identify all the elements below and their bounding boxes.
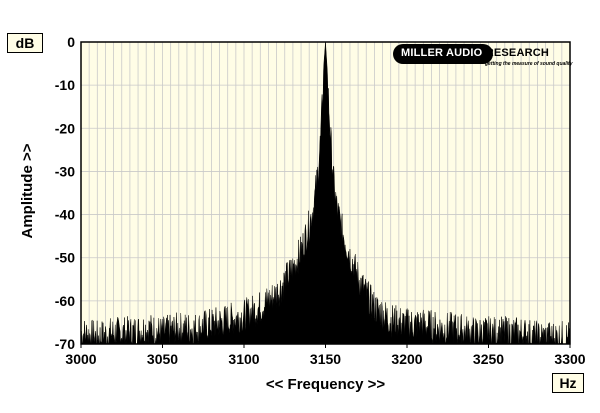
- logo-name: MILLER AUDIO RESEARCH: [393, 47, 549, 59]
- y-tick-label: 0: [67, 34, 75, 50]
- y-tick-label: -70: [55, 336, 75, 352]
- x-tick-label: 3200: [391, 351, 422, 367]
- y-tick-label: -50: [55, 250, 75, 266]
- logo-tagline: getting the measure of sound quality: [485, 61, 573, 67]
- y-tick-label: -10: [55, 77, 75, 93]
- x-tick-label: 3250: [473, 351, 504, 367]
- y-tick-label: -30: [55, 163, 75, 179]
- x-tick-label: 3100: [228, 351, 259, 367]
- x-tick-label: 3050: [147, 351, 178, 367]
- y-unit-label: dB: [7, 33, 43, 53]
- y-axis-title: Amplitude >>: [19, 143, 36, 238]
- y-axis-ticks: 0 -10 -20 -30 -40 -50 -60 -70: [55, 34, 75, 352]
- y-tick-label: -20: [55, 120, 75, 136]
- logo-name-part2: RESEARCH: [485, 47, 550, 59]
- logo-pill: [393, 44, 493, 64]
- plot-border: [80, 41, 571, 345]
- x-tick-label: 3000: [65, 351, 96, 367]
- y-tick-label: -40: [55, 207, 75, 223]
- x-tick-label: 3300: [554, 351, 585, 367]
- x-unit-label: Hz: [552, 373, 584, 393]
- y-tick-label: -60: [55, 293, 75, 309]
- miller-audio-research-logo: MILLER AUDIO RESEARCH getting the measur…: [393, 42, 573, 72]
- x-axis-title: << Frequency >>: [266, 376, 385, 393]
- logo-name-part1: MILLER AUDIO: [401, 47, 486, 59]
- x-axis-ticks: 3000 3050 3100 3150 3200 3250 3300: [65, 351, 585, 367]
- x-tick-label: 3150: [310, 351, 341, 367]
